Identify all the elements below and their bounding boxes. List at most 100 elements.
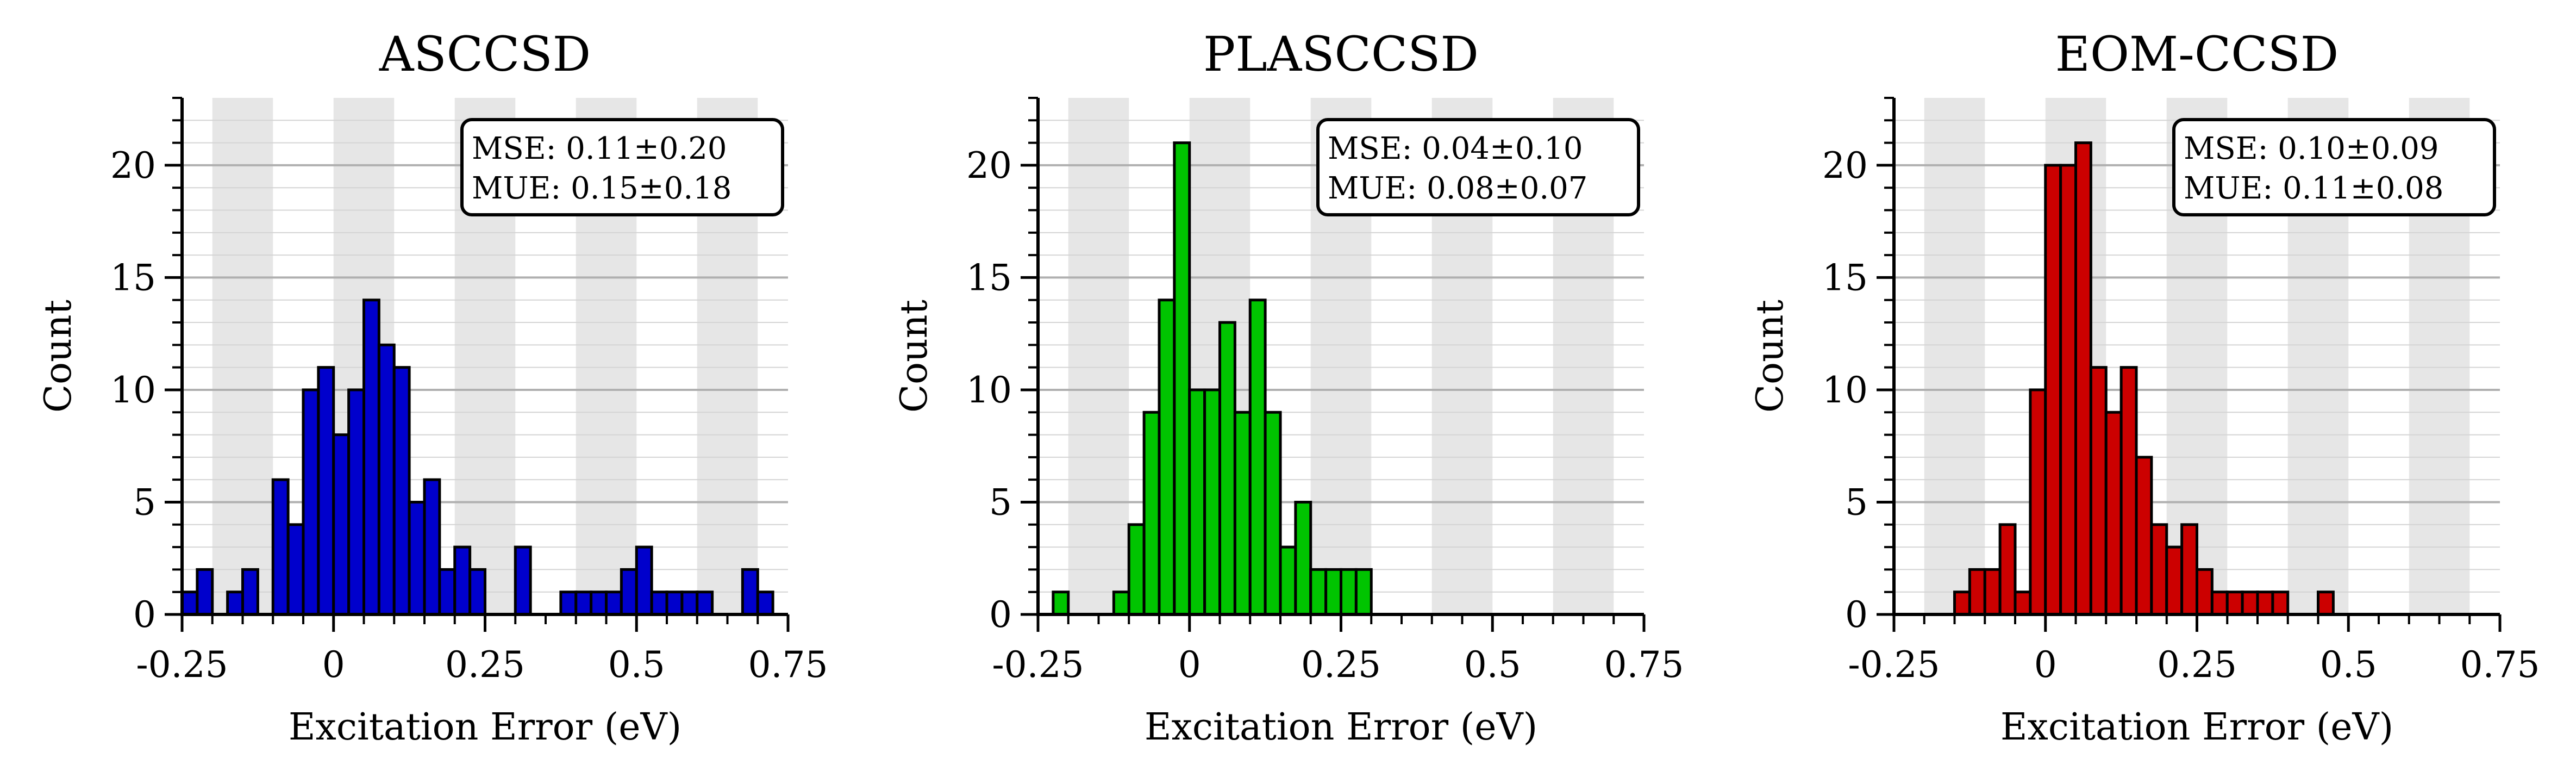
histogram-bar [1173,141,1191,616]
histogram-bar [271,478,290,616]
histogram-bar [1998,523,2017,616]
mse-stat: MSE: 0.04±0.10 [1328,131,1583,166]
panel-eom-ccsd: 0 5 10 15 20 -0.25 0 0.25 0.5 0.75 EOM-CCSD Excitat… [1749,26,2540,749]
histogram-bar [2196,568,2214,616]
x-tick-label: 0.5 [2320,644,2377,686]
histogram-bar [1127,523,1146,616]
stats-box [460,118,784,216]
histogram-bar [1983,568,2002,616]
y-tick-label: 10 [1822,369,1868,411]
histogram-bar [2271,591,2290,616]
histogram-bar [2225,591,2244,616]
histogram-bar [756,591,774,616]
y-tick-label: 5 [1845,481,1868,523]
histogram-bar [665,591,684,616]
histogram-bar [1340,568,1358,616]
histogram-bar [241,568,259,616]
histogram-bar [180,591,199,616]
chart-title: EOM-CCSD [2055,26,2339,82]
histogram-bar [347,388,365,616]
y-tick-label: 15 [966,257,1012,299]
histogram-bar [423,478,441,616]
x-tick-label: 0.5 [1464,644,1521,686]
panel-plasccsd: 0 5 10 15 20 -0.25 0 0.25 0.5 0.75 PLASCCSD Excitat… [893,26,1684,749]
histogram-bar [2210,591,2229,616]
y-tick-label: 20 [966,145,1012,187]
histogram-bar [514,545,532,616]
histogram-bar [696,591,714,616]
x-tick-label: 0.75 [748,644,828,686]
histogram-bar [2074,141,2092,616]
histogram-bar [2104,411,2123,616]
y-tick-label: 0 [989,594,1012,636]
histogram-bar [2119,366,2138,616]
histogram-bar [2165,545,2184,616]
x-tick-label: -0.25 [136,644,228,686]
histogram-bar [741,568,759,616]
histogram-bar [1354,568,1373,616]
histogram-bar [1158,299,1176,616]
histogram-bar [2059,164,2077,616]
histogram-bar [317,366,335,616]
x-axis-label: Excitation Error (eV) [2000,706,2393,749]
chart-title: ASCCSD [379,26,591,82]
mse-stat: MSE: 0.11±0.20 [472,131,727,166]
histogram-bar [590,591,608,616]
x-axis-label: Excitation Error (eV) [289,706,681,749]
background-band [1924,98,1985,614]
histogram-bar [438,568,457,616]
x-axis-label: Excitation Error (eV) [1145,706,1537,749]
histogram-bar [453,545,472,616]
y-tick-label: 5 [989,481,1012,523]
y-tick-label: 15 [1822,257,1868,299]
x-tick-label: 0.25 [2157,644,2237,686]
histogram-bar [1324,568,1342,616]
histogram-bar [1188,388,1206,616]
histogram-bar [2150,523,2168,616]
background-band [1068,98,1129,614]
x-tick-label: 0 [2034,644,2057,686]
histogram-bar [1968,568,1986,616]
x-tick-label: 0.75 [1604,644,1684,686]
histogram-bar [196,568,214,616]
histogram-bar [408,500,426,616]
histogram-bar [332,433,351,616]
y-tick-label: 20 [1822,145,1868,187]
histogram-bar [1294,500,1312,616]
chart-title: PLASCCSD [1203,26,1479,82]
histogram-bar [286,523,305,616]
histogram-bar [650,591,668,616]
histogram-bar [226,591,244,616]
y-tick-label: 15 [110,257,156,299]
histogram-bar [1052,591,1070,616]
y-axis-label: Count [1749,300,1792,413]
histogram-bar [1142,411,1161,616]
x-tick-label: 0.25 [1301,644,1381,686]
stats-box [2172,118,2496,216]
histogram-bar [362,299,380,616]
histogram-bar [2089,366,2108,616]
histogram-bar [392,366,411,616]
histogram-bar [559,591,578,616]
histogram-bar [2180,523,2198,616]
histogram-bar [1218,321,1236,616]
y-tick-label: 20 [110,145,156,187]
histogram-bar [2317,591,2335,616]
mse-stat: MSE: 0.10±0.09 [2184,131,2439,166]
y-tick-label: 0 [1845,594,1868,636]
panel-asccsd: 0 5 10 15 20 -0.25 0 0.25 0.5 0.75 ASCCSD Excitatio… [37,26,828,749]
histogram-bar [1279,545,1297,616]
histogram-bar [2014,591,2032,616]
histogram-bar [680,591,699,616]
histogram-bar [605,591,623,616]
x-tick-label: 0 [1178,644,1201,686]
histogram-bar [2135,456,2153,616]
histogram-bar [377,343,396,616]
histogram-bar [1264,411,1282,616]
y-tick-label: 5 [133,481,156,523]
x-tick-label: 0.5 [608,644,665,686]
histogram-bar [468,568,486,616]
x-tick-label: 0.75 [2460,644,2540,686]
histogram-bar [1233,411,1252,616]
